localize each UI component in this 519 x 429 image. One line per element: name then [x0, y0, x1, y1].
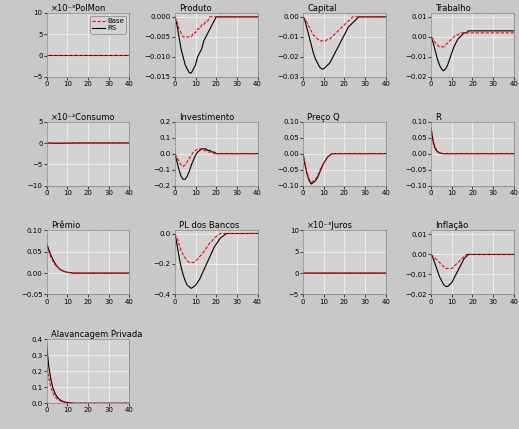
Text: R: R [435, 112, 441, 121]
Text: Capital: Capital [307, 4, 337, 13]
Text: PL dos Bancos: PL dos Bancos [179, 221, 239, 230]
Text: Trabalho: Trabalho [435, 4, 471, 13]
Text: ×10⁻³PolMon: ×10⁻³PolMon [51, 4, 106, 13]
Text: Alavancagem Privada: Alavancagem Privada [51, 330, 142, 339]
Text: ×10⁻³Juros: ×10⁻³Juros [307, 221, 353, 230]
Text: Prêmio: Prêmio [51, 221, 80, 230]
Text: Produto: Produto [179, 4, 212, 13]
Legend: Base, RS: Base, RS [90, 16, 126, 33]
Text: ×10⁻²Consumo: ×10⁻²Consumo [51, 112, 115, 121]
Text: Investimento: Investimento [179, 112, 234, 121]
Text: Preço Q: Preço Q [307, 112, 340, 121]
Text: Inflação: Inflação [435, 221, 469, 230]
